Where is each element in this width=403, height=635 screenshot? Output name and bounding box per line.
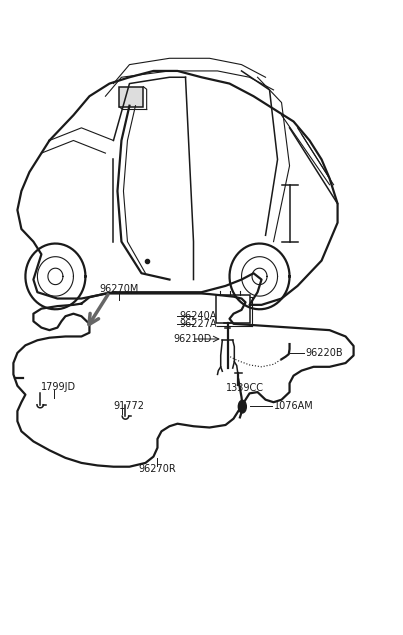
Text: 96270M: 96270M bbox=[100, 284, 139, 294]
Text: 96210D: 96210D bbox=[173, 334, 212, 344]
Text: 96270R: 96270R bbox=[139, 464, 177, 474]
Text: 96227A: 96227A bbox=[179, 319, 217, 329]
Text: 96240A: 96240A bbox=[179, 311, 217, 321]
Text: 1076AM: 1076AM bbox=[274, 401, 313, 411]
Text: 1799JD: 1799JD bbox=[41, 382, 76, 392]
Text: 96220B: 96220B bbox=[305, 348, 343, 358]
Text: 91772: 91772 bbox=[114, 401, 144, 411]
FancyBboxPatch shape bbox=[119, 87, 143, 107]
Text: 1339CC: 1339CC bbox=[226, 384, 264, 393]
Bar bbox=[216, 295, 249, 323]
Circle shape bbox=[238, 400, 246, 413]
